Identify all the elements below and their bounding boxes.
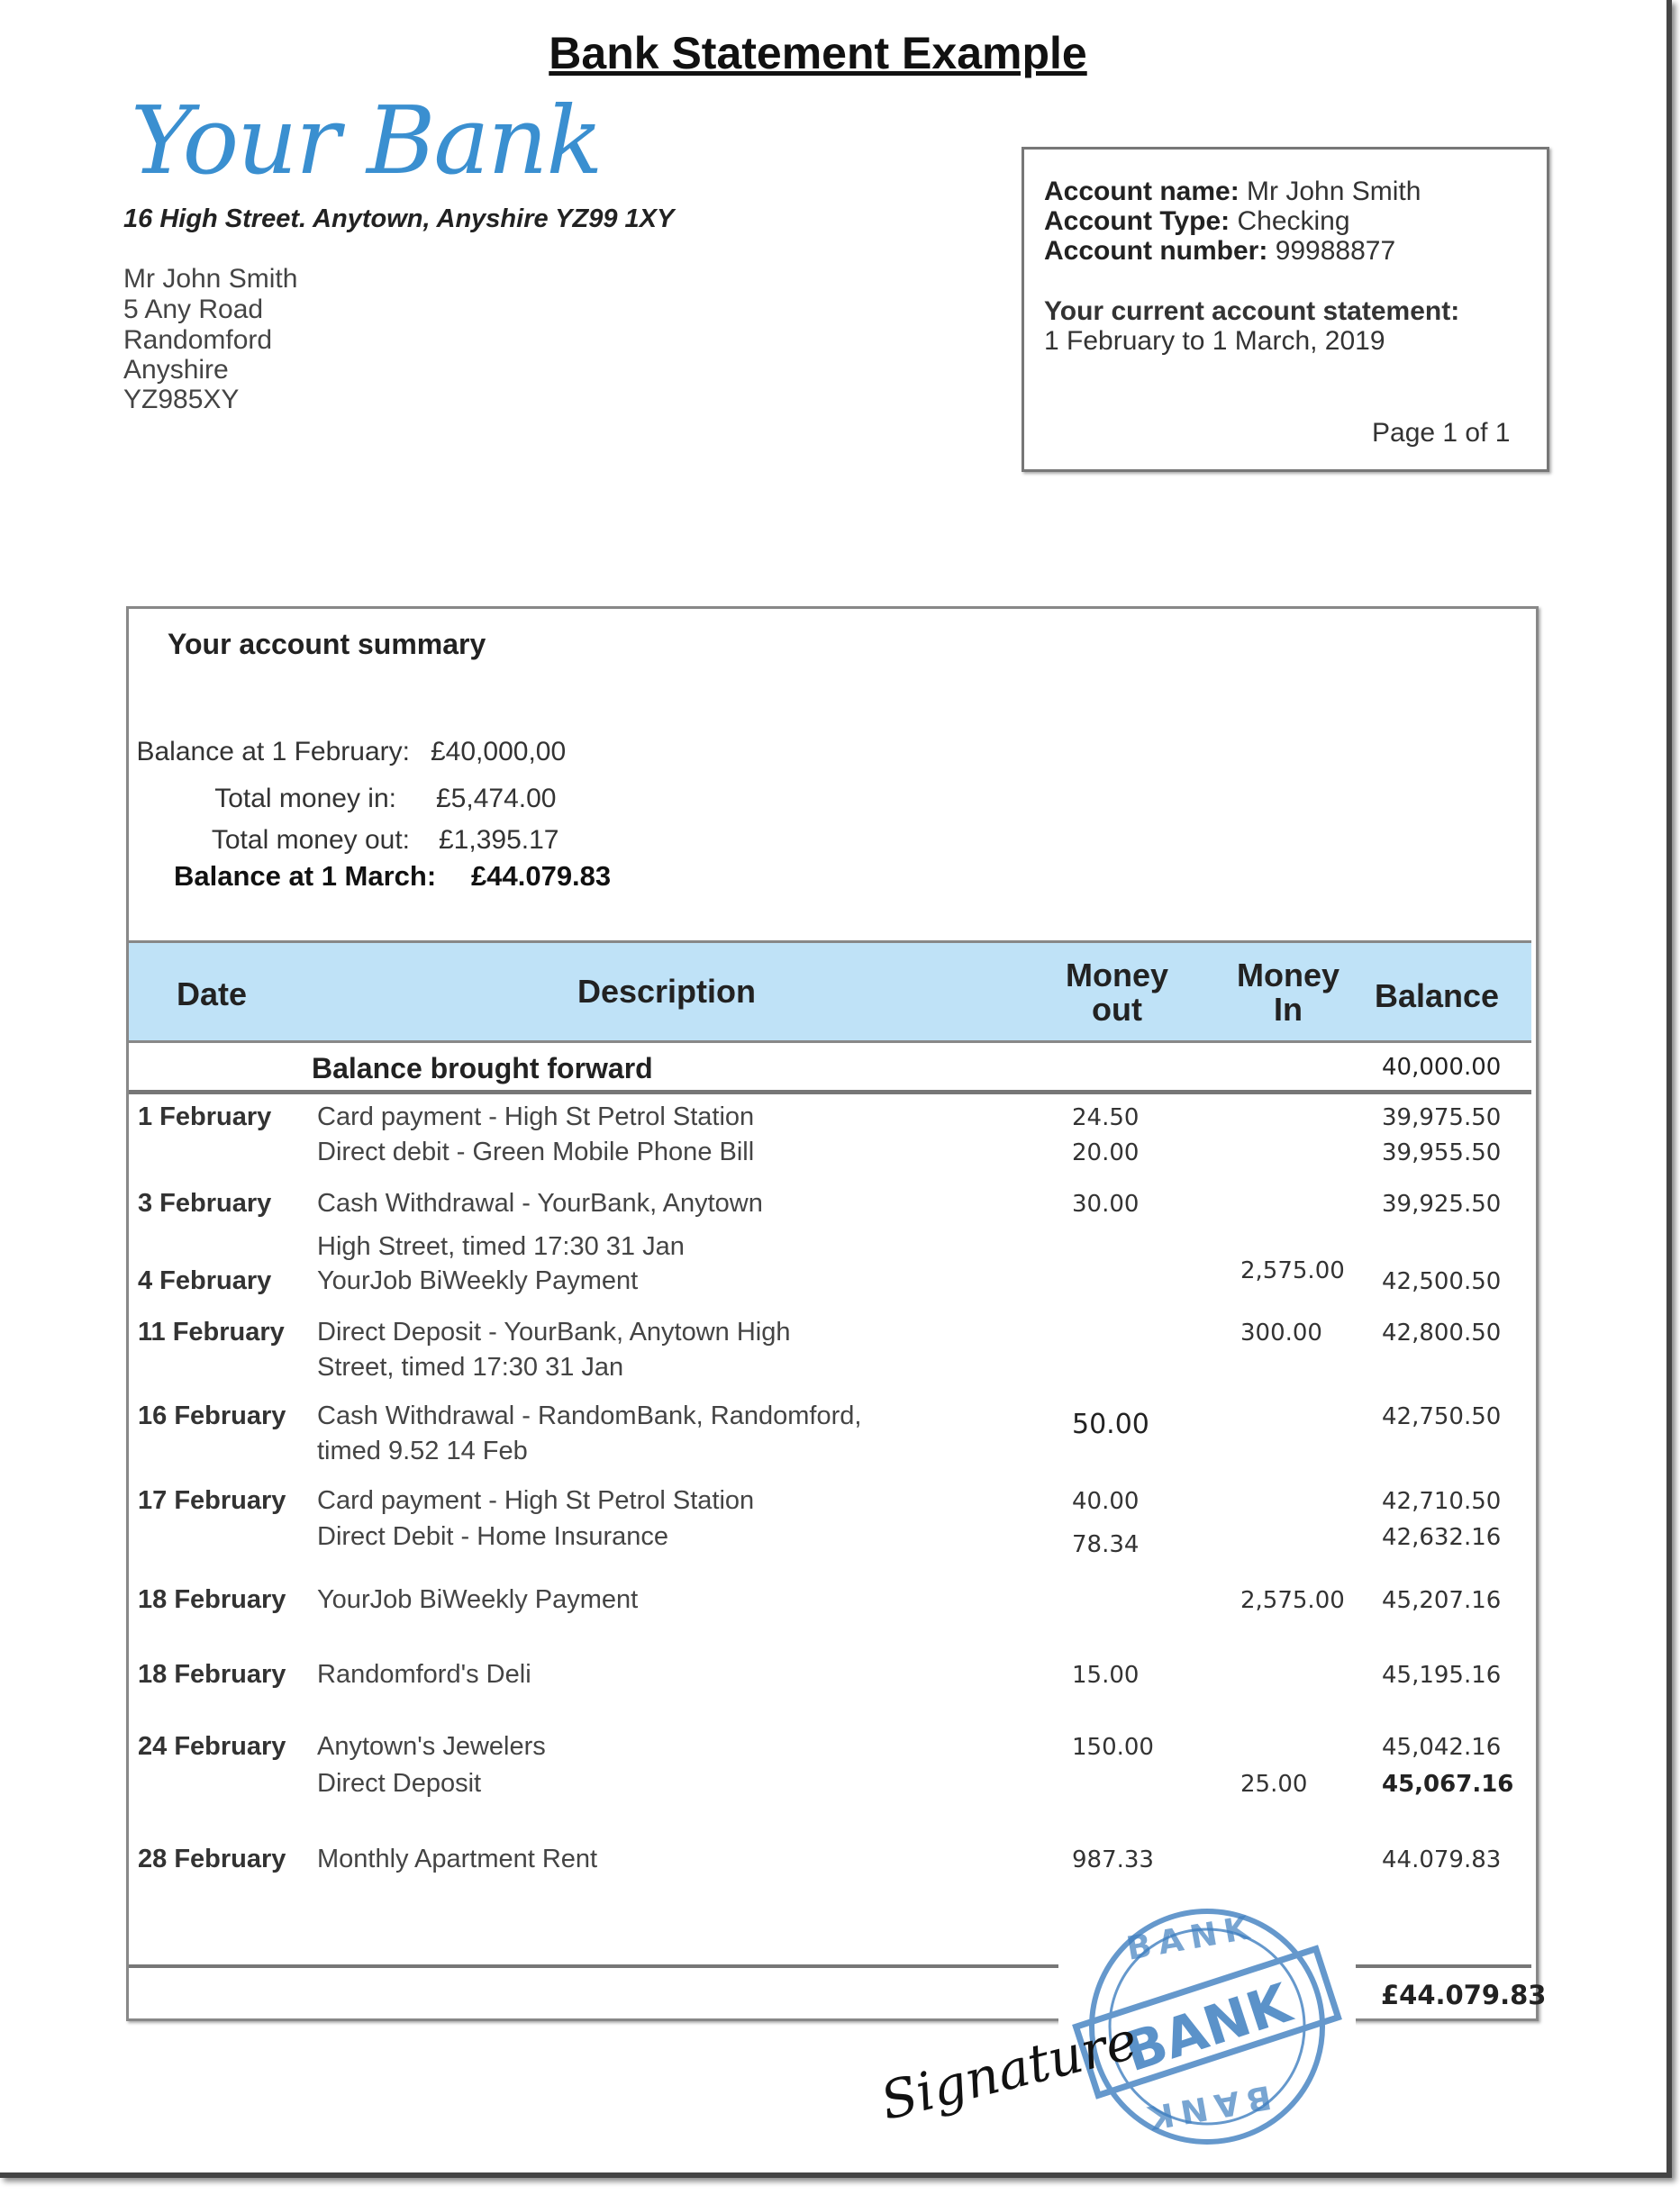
row-date: 1 February	[138, 1102, 272, 1131]
bank-logo: Your Bank	[131, 86, 603, 195]
row-description: YourJob BiWeekly Payment	[317, 1266, 639, 1295]
row-balance: 45,042.16	[1382, 1734, 1502, 1761]
opening-balance: £40,000,00	[431, 737, 567, 766]
customer-address-line: 5 Any Road	[123, 295, 264, 324]
brought-forward-label: Balance brought forward	[312, 1052, 653, 1084]
row-description: High Street, timed 17:30 31 Jan	[317, 1232, 685, 1261]
row-description: Street, timed 17:30 31 Jan	[317, 1353, 624, 1382]
row-description: Direct Deposit	[317, 1769, 482, 1798]
row-description: timed 9.52 14 Feb	[317, 1437, 528, 1465]
row-balance: 45,195.16	[1382, 1662, 1502, 1689]
header-date: Date	[176, 975, 248, 1012]
row-money-in: 2,575.00	[1240, 1587, 1345, 1614]
row-money-out: 30.00	[1072, 1191, 1140, 1218]
row-description: Card payment - High St Petrol Station	[317, 1102, 755, 1131]
row-balance: 39,975.50	[1382, 1104, 1502, 1131]
row-money-in: 300.00	[1240, 1320, 1322, 1347]
customer-address-line: Anyshire	[123, 355, 229, 385]
customer-name: Mr John Smith	[123, 264, 298, 294]
summary-heading: Your account summary	[168, 628, 486, 660]
row-date: 4 February	[138, 1266, 272, 1295]
brought-forward-row	[129, 1040, 1531, 1094]
row-balance: 42,632.16	[1382, 1524, 1502, 1551]
header-description: Description	[577, 973, 757, 1010]
row-money-out: 20.00	[1072, 1139, 1140, 1166]
stamp-area: BANK BANK BANK	[1058, 1891, 1356, 2162]
account-name: Account name: Mr John Smith	[1044, 177, 1421, 206]
document-title: Bank Statement Example	[549, 28, 1087, 78]
header-money-out: Money out	[1065, 957, 1168, 1028]
row-money-out: 78.34	[1072, 1531, 1140, 1558]
statement-period: 1 February to 1 March, 2019	[1044, 326, 1385, 356]
row-money-out: 40.00	[1072, 1488, 1140, 1515]
row-balance: 39,955.50	[1382, 1139, 1502, 1166]
row-balance: 45,207.16	[1382, 1587, 1502, 1614]
closing-total: £44.079.83	[1381, 1980, 1547, 2010]
row-description: Cash Withdrawal - YourBank, Anytown	[317, 1189, 763, 1218]
opening-balance-label: Balance at 1 February:	[136, 737, 410, 766]
total-divider	[129, 1964, 1531, 1968]
row-money-out: 50.00	[1072, 1409, 1149, 1440]
row-balance: 45,067.16	[1382, 1771, 1514, 1798]
row-date: 17 February	[138, 1486, 286, 1515]
money-out-total: £1,395.17	[439, 825, 559, 855]
row-description: Randomford's Deli	[317, 1660, 531, 1689]
row-description: Direct Debit - Home Insurance	[317, 1522, 669, 1551]
row-date: 11 February	[138, 1318, 285, 1347]
brought-forward-balance: 40,000.00	[1382, 1054, 1502, 1081]
row-balance: 42,800.50	[1382, 1320, 1502, 1347]
row-date: 18 February	[138, 1585, 286, 1614]
account-number: Account number: 99988877	[1044, 236, 1396, 266]
row-balance: 42,750.50	[1382, 1403, 1502, 1430]
account-type: Account Type: Checking	[1044, 206, 1350, 236]
page-number: Page 1 of 1	[1372, 418, 1511, 448]
header-balance: Balance	[1374, 977, 1500, 1014]
bank-stamp-icon: BANK BANK BANK	[1072, 1909, 1342, 2145]
money-out-label: Total money out:	[211, 825, 410, 855]
header-money-in: Money In	[1236, 957, 1339, 1028]
row-date: 24 February	[138, 1732, 286, 1761]
closing-balance: £44.079.83	[471, 860, 612, 892]
row-date: 16 February	[138, 1401, 286, 1430]
closing-balance-label: Balance at 1 March:	[174, 860, 437, 892]
svg-text:BANK: BANK	[1139, 2078, 1274, 2137]
row-balance: 39,925.50	[1382, 1191, 1502, 1218]
row-description: Card payment - High St Petrol Station	[317, 1486, 755, 1515]
row-description: Cash Withdrawal - RandomBank, Randomford…	[317, 1401, 862, 1430]
row-balance: 42,710.50	[1382, 1488, 1502, 1515]
customer-postcode: YZ985XY	[123, 385, 240, 414]
row-money-out: 987.33	[1072, 1846, 1154, 1873]
row-date: 28 February	[138, 1845, 286, 1873]
money-in-total: £5,474.00	[436, 784, 557, 813]
row-money-in: 2,575.00	[1240, 1257, 1345, 1284]
row-money-out: 150.00	[1072, 1734, 1154, 1761]
row-balance: 44.079.83	[1382, 1846, 1502, 1873]
row-description: Direct Deposit - YourBank, Anytown High	[317, 1318, 791, 1347]
row-description: Anytown's Jewelers	[317, 1732, 546, 1761]
row-balance: 42,500.50	[1382, 1268, 1502, 1295]
row-money-out: 15.00	[1072, 1662, 1140, 1689]
svg-text:BANK: BANK	[1124, 1909, 1259, 1968]
bank-address: 16 High Street. Anytown, Anyshire YZ99 1…	[123, 204, 675, 233]
account-info-box: Account name: Mr John Smith Account Type…	[1022, 147, 1549, 472]
row-date: 3 February	[138, 1189, 272, 1218]
table-header	[129, 940, 1531, 1043]
svg-text:BANK: BANK	[1117, 1972, 1301, 2085]
customer-address-line: Randomford	[123, 325, 273, 355]
row-description: Monthly Apartment Rent	[317, 1845, 598, 1873]
statement-label: Your current account statement:	[1044, 296, 1460, 326]
row-description: Direct debit - Green Mobile Phone Bill	[317, 1138, 755, 1166]
row-money-in: 25.00	[1240, 1771, 1308, 1798]
row-money-out: 24.50	[1072, 1104, 1140, 1131]
row-description: YourJob BiWeekly Payment	[317, 1585, 639, 1614]
money-in-label: Total money in:	[214, 784, 396, 813]
account-summary-box	[126, 606, 1539, 2021]
row-date: 18 February	[138, 1660, 286, 1689]
